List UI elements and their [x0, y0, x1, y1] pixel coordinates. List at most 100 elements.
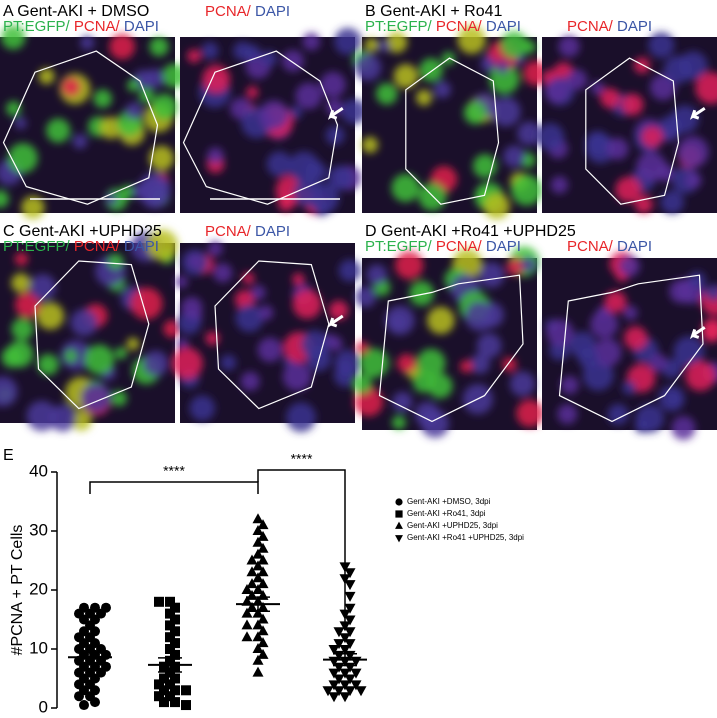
cell [146, 229, 178, 261]
cells [352, 246, 544, 438]
cell [163, 320, 181, 338]
cell [427, 306, 455, 335]
y-tick-label: 30 [29, 520, 48, 539]
cell [489, 64, 520, 95]
data-point [181, 700, 191, 711]
cell [478, 262, 505, 288]
error-bar [158, 657, 182, 673]
y-tick-label: 10 [29, 638, 48, 657]
channel-label: PT:EGFP/ [3, 18, 71, 35]
cell [560, 375, 579, 395]
data-point [241, 619, 253, 630]
cell [502, 357, 517, 372]
cell [607, 403, 629, 425]
channel-labels: PCNA/ DAPI [567, 18, 652, 35]
cell [38, 68, 55, 85]
data-point [241, 584, 253, 594]
data-point [252, 654, 264, 665]
legend-label: Gent-AKI +Ro41 +UPHD25, 3dpi [407, 533, 524, 542]
data-point [170, 673, 180, 684]
cell [0, 190, 9, 208]
cell [506, 258, 525, 276]
cell [142, 350, 169, 377]
cell [558, 35, 580, 58]
data-point [355, 686, 367, 697]
cell [320, 71, 346, 98]
cell [636, 151, 667, 182]
cell [292, 273, 305, 286]
panel-title: D Gent-AKI +Ro41 +UPHD25 [365, 223, 576, 240]
cell [669, 279, 693, 304]
data-point [252, 525, 264, 535]
data-point [154, 596, 164, 607]
tubule-outline [34, 260, 150, 410]
cell [70, 308, 98, 337]
data-point [246, 566, 258, 577]
cell [259, 100, 289, 130]
cell [391, 415, 406, 430]
cell [392, 391, 413, 412]
channel-label: DAPI [617, 18, 652, 35]
cell [355, 341, 369, 355]
cell [151, 93, 178, 120]
cell [557, 404, 578, 425]
channel-label: PCNA/ [567, 238, 614, 255]
cell [600, 88, 621, 109]
cell [72, 133, 88, 149]
cell [500, 31, 528, 59]
data-point [339, 633, 351, 644]
error-bar [333, 652, 357, 667]
data-point [344, 580, 356, 591]
cell [111, 390, 127, 407]
panel-letter: C [3, 223, 15, 240]
cell [130, 287, 163, 320]
cell [188, 254, 201, 268]
data-point [252, 643, 264, 653]
data-point [339, 680, 351, 691]
cell [677, 136, 709, 168]
cell [633, 57, 651, 74]
data-point [159, 661, 169, 672]
channel-labels: PT:EGFP/ PCNA/ DAPI [3, 238, 159, 255]
panel-letter: A [3, 3, 14, 20]
data-point [328, 692, 340, 703]
cell [412, 371, 435, 393]
data-point [257, 625, 269, 636]
cell [26, 400, 58, 432]
cell [414, 401, 440, 427]
data-point [350, 668, 362, 679]
data-point [252, 666, 264, 677]
data-point [165, 632, 175, 643]
channel-label: PCNA/ [567, 18, 614, 35]
data-point [74, 691, 84, 702]
cell [397, 354, 417, 374]
cell [99, 116, 123, 139]
cell [544, 78, 570, 104]
cell [353, 387, 384, 417]
cell [127, 79, 140, 92]
data-point [170, 626, 180, 637]
panel-title: C Gent-AKI +UPHD25 [3, 223, 162, 240]
data-point [252, 631, 264, 642]
cell [463, 101, 487, 125]
cell [624, 326, 648, 350]
cell [149, 37, 169, 57]
cell [115, 347, 128, 360]
cell [302, 32, 321, 51]
channel-label: PT:EGFP/ [365, 238, 433, 255]
data-point [257, 578, 269, 589]
cell [622, 380, 637, 395]
cell [300, 330, 329, 359]
cell [385, 31, 408, 53]
cell [673, 336, 705, 367]
data-point [165, 596, 175, 607]
cell [377, 40, 390, 53]
panel-title: A Gent-AKI + DMSO [3, 3, 149, 20]
cell [233, 41, 253, 61]
cell [517, 121, 542, 146]
cell [546, 319, 574, 347]
cell [242, 272, 255, 285]
panel-letter: B [365, 3, 376, 20]
tubule-outline [214, 260, 330, 410]
cell [206, 147, 224, 165]
